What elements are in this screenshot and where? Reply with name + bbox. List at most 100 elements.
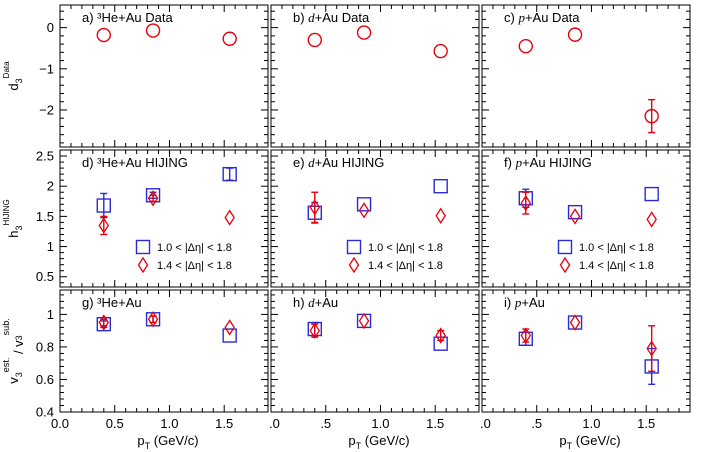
legend-label: 1.0 < |Δη| < 1.8: [368, 242, 443, 254]
panel-label: e) d+Au HIJING: [293, 155, 384, 170]
data-point: [222, 31, 237, 46]
data-point: [222, 328, 237, 343]
series-first: [96, 312, 237, 343]
legend-marker: [348, 256, 360, 274]
series-second: [520, 314, 657, 373]
data-point: [435, 327, 446, 344]
series-second: [520, 191, 657, 228]
panel-label: f) p+Au HIJING: [504, 155, 592, 170]
panel-label: d) ³He+Au HIJING: [82, 155, 188, 170]
legend-label: 1.0 < |Δη| < 1.8: [157, 242, 232, 254]
legend-label: 1.4 < |Δη| < 1.8: [157, 260, 232, 272]
y-tick-label: 0.4: [36, 405, 54, 420]
data-point: [567, 204, 583, 220]
panel-label: g) ³He+Au: [82, 295, 142, 310]
x-tick-label: 1.0: [160, 416, 178, 431]
data-point: [569, 208, 581, 225]
x-tick-label: 1.5: [426, 416, 444, 431]
data-point: [646, 340, 657, 357]
series-first: [518, 27, 659, 134]
data-point: [224, 319, 235, 336]
panel-frame: [59, 4, 269, 148]
legend-marker: [137, 256, 149, 274]
x-tick-label: .5: [320, 416, 331, 431]
legend-label: 1.0 < |Δη| < 1.8: [579, 242, 654, 254]
panel-b: [270, 4, 480, 148]
y-tick-label: 1: [47, 239, 54, 254]
y-tick-label: 2.5: [36, 149, 54, 164]
data-point: [518, 38, 533, 54]
y-axis-label: d3Data: [2, 61, 24, 91]
panel-label: i) p+Au: [504, 295, 545, 310]
data-point: [644, 108, 659, 124]
panel-e: 1.0 < |Δη| < 1.8 1.4 < |Δη| < 1.8: [270, 149, 480, 288]
panel-label: h) d+Au: [293, 295, 338, 310]
panel-i: .0 .5 1.0 1.5 pT (GeV/c): [480, 289, 691, 451]
x-axis-label: pT (GeV/c): [559, 433, 620, 451]
legend-label: 1.4 < |Δη| < 1.8: [368, 260, 443, 272]
y-tick-label: 0.6: [36, 372, 54, 387]
data-point: [307, 32, 322, 48]
y-tick-label: −2: [39, 102, 54, 117]
legend-label: 1.4 < |Δη| < 1.8: [579, 260, 654, 272]
x-tick-label: 1.5: [637, 416, 655, 431]
data-point: [222, 166, 237, 182]
y-tick-label: 2: [47, 179, 54, 194]
y-tick-label: 0.5: [36, 269, 54, 284]
series-first: [518, 186, 659, 220]
y-axis-label: v3est. / v3sub.: [1, 318, 26, 383]
panel-f: 1.0 < |Δη| < 1.8 1.4 < |Δη| < 1.8: [481, 149, 691, 288]
data-point: [224, 209, 235, 226]
panel-frame: [270, 149, 480, 288]
legend-marker: [559, 256, 571, 274]
panel-frame: [481, 289, 691, 413]
panel-h: .0 .5 1.0 1.5 pT (GeV/c): [269, 289, 480, 451]
y-tick-label: 1: [47, 307, 54, 322]
y-axis-label: h3HIJING: [2, 199, 24, 237]
data-point: [644, 186, 659, 202]
panel-frame: [270, 4, 480, 148]
data-point: [358, 202, 370, 219]
data-point: [96, 27, 111, 43]
panel-frame: [270, 289, 480, 413]
data-point: [98, 314, 110, 331]
data-point: [646, 211, 657, 228]
panel-c: [481, 4, 691, 148]
data-point: [96, 198, 111, 213]
data-point: [147, 311, 159, 328]
legend-marker: [557, 239, 573, 255]
series-second: [309, 191, 446, 224]
panel-label: b) d+Au Data: [293, 10, 370, 25]
panel-label: a) ³He+Au Data: [82, 10, 173, 25]
data-point: [567, 27, 583, 42]
panel-frame: [59, 149, 269, 288]
y-tick-label: −1: [39, 61, 54, 76]
x-tick-label: 0.5: [106, 416, 124, 431]
x-tick-label: .5: [531, 416, 542, 431]
series-first: [307, 25, 448, 59]
data-point: [356, 25, 372, 40]
panel-label: c) p+Au Data: [504, 10, 580, 25]
x-axis-label: pT (GeV/c): [137, 433, 198, 451]
legend-marker: [346, 239, 362, 255]
data-point: [433, 43, 448, 59]
panel-d: 0.5 1 1.5 2 2.5 1.0 < |Δη| < 1.8 1.4 < |Δη| < …: [36, 149, 269, 288]
data-point: [309, 322, 321, 339]
x-axis-label: pT (GeV/c): [348, 433, 409, 451]
data-point: [147, 190, 159, 207]
panel-g: 0.4 0.6 0.8 1 0.0 0.5 1.0 1.5 pT (GeV/c): [36, 289, 269, 451]
series-first: [307, 313, 448, 351]
x-tick-label: 1.0: [371, 416, 389, 431]
data-point: [356, 197, 372, 212]
x-tick-label: 1.5: [215, 416, 233, 431]
series-first: [307, 179, 448, 224]
panel-a: 0 −1 −2: [39, 4, 269, 148]
data-point: [435, 207, 446, 224]
series-second: [98, 190, 235, 236]
series-second: [98, 311, 235, 336]
data-point: [358, 312, 370, 330]
data-point: [145, 23, 161, 38]
x-tick-label: 1.0: [582, 416, 600, 431]
series-second: [309, 312, 446, 344]
panel-frame: [481, 4, 691, 148]
